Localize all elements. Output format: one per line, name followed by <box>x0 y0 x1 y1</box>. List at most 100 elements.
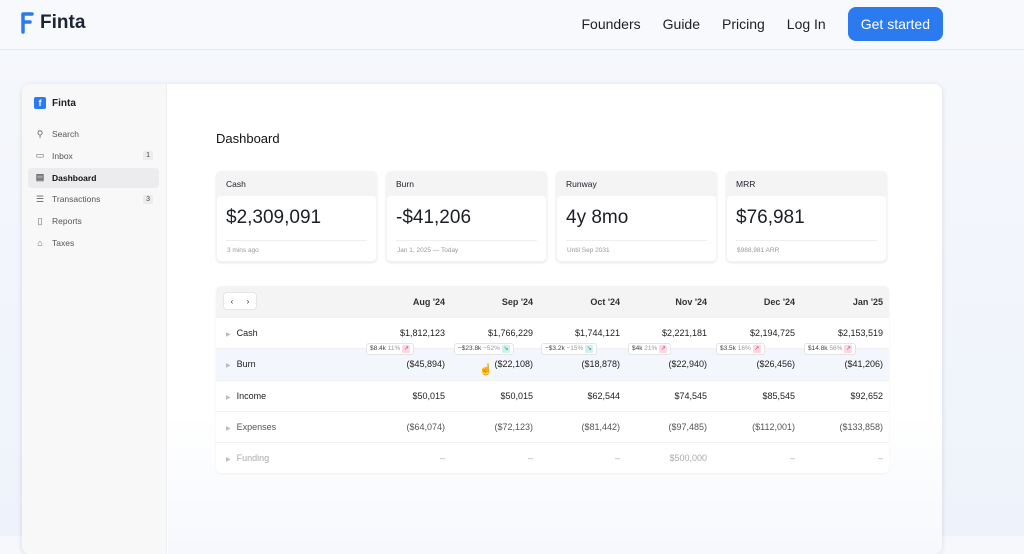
table-row-income[interactable]: ▶ Income $50,015 $50,015 $62,544 $74,545 $85,5… <box>216 379 889 411</box>
sidebar-item-dashboard[interactable]: ▤ Dashboard <box>28 167 159 188</box>
column-header: Jan '25 <box>852 297 883 307</box>
table-cell: – <box>789 453 795 464</box>
table-cell: $62,544 <box>587 390 620 401</box>
table-cell: ($18,878) <box>581 359 620 370</box>
nav-link-login[interactable]: Log In <box>786 16 826 32</box>
delta-percent: 21% <box>644 345 658 353</box>
sidebar-item-label: Inbox <box>52 150 73 161</box>
caret-right-icon[interactable]: ▶ <box>226 332 231 338</box>
table-cell: $85,545 <box>762 390 795 401</box>
chevron-right-icon[interactable]: › <box>246 296 250 306</box>
table-cell: $50,015 <box>500 390 533 401</box>
nav-link-founders[interactable]: Founders <box>581 16 641 32</box>
metric-card-runway[interactable]: Runway 4y 8mo Until Sep 2031 <box>556 171 717 262</box>
table-cell: ($64,074) <box>406 421 445 432</box>
divider <box>396 240 537 241</box>
caret-right-icon[interactable]: ▶ <box>226 394 231 401</box>
table-cell: $92,652 <box>850 390 883 401</box>
table-cell: ($26,456) <box>756 359 795 370</box>
table-row-expenses[interactable]: ▶ Expenses ($64,074) ($72,123) ($81,442) ($97… <box>216 410 889 442</box>
row-label-text: Burn <box>236 359 256 370</box>
table-cell: – <box>527 453 533 464</box>
metric-card-burn[interactable]: Burn -$41,206 Jan 1, 2025 — Today <box>386 171 547 262</box>
card-value: $76,981 <box>736 207 805 228</box>
sidebar-item-label: Transactions <box>52 194 101 205</box>
sidebar-item-inbox[interactable]: ▭ Inbox 1 <box>28 146 159 166</box>
row-label[interactable]: ▶ Income <box>226 391 266 401</box>
table-cell: ($72,123) <box>494 421 533 432</box>
table-cell: $1,744,121 <box>574 328 620 338</box>
card-title: Cash <box>226 179 246 189</box>
row-label[interactable]: ▶ Funding <box>226 453 269 463</box>
column-header: Dec '24 <box>763 297 795 307</box>
nav-link-pricing[interactable]: Pricing <box>722 16 765 32</box>
sidebar-item-search[interactable]: ⚲ Search <box>28 124 159 144</box>
table-cell: ($41,206) <box>844 359 883 370</box>
table-cell: $2,153,519 <box>837 328 883 338</box>
caret-right-icon[interactable]: ▶ <box>226 363 231 370</box>
delta-badge: $8.4k 11% ↗ <box>367 344 414 355</box>
hand-cursor-icon: ☝ <box>479 364 493 376</box>
table-cell: ($22,940) <box>668 359 707 370</box>
count-badge: 1 <box>143 151 153 161</box>
delta-amount: $14.8k <box>808 345 828 353</box>
column-header: Aug '24 <box>412 297 445 307</box>
sidebar-item-label: Taxes <box>52 237 75 248</box>
card-subtitle: 3 mins ago <box>227 247 259 254</box>
sidebar-item-reports[interactable]: ▯ Reports <box>28 211 159 231</box>
period-nav: ‹ › <box>224 293 256 309</box>
dashboard-icon: ▤ <box>35 172 45 183</box>
delta-badge: −$3.2k −15% ↘ <box>542 344 597 355</box>
table-cell: $1,812,123 <box>399 328 445 338</box>
card-body: $2,309,091 3 mins ago <box>217 196 376 261</box>
sidebar-item-transactions[interactable]: ☰ Transactions 3 <box>28 189 159 209</box>
card-value: -$41,206 <box>396 207 472 228</box>
app-preview: f Finta ⚲ Search ▭ Inbox 1 ▤ Dashboard ☰ Transact… <box>22 84 942 554</box>
sidebar-item-label: Dashboard <box>52 172 97 183</box>
row-label[interactable]: ▶ Burn <box>226 359 256 369</box>
delta-percent: 11% <box>387 345 401 353</box>
table-cell: $1,766,229 <box>487 328 533 338</box>
table-cell: ($112,001) <box>752 421 795 432</box>
card-body: -$41,206 Jan 1, 2025 — Today <box>387 196 546 261</box>
sidebar-item-taxes[interactable]: ⌂ Taxes <box>28 233 159 253</box>
delta-amount: −$23.8k <box>458 345 482 353</box>
table-row-cash[interactable]: ▶ Cash $1,812,123 $1,766,229 $1,744,121 $2,22… <box>216 317 889 348</box>
sidebar-brand: Finta <box>52 97 76 109</box>
card-subtitle: $988,981 ARR <box>737 247 780 254</box>
caret-right-icon[interactable]: ▶ <box>226 457 231 464</box>
row-label[interactable]: ▶ Cash <box>226 328 258 338</box>
metric-card-cash[interactable]: Cash $2,309,091 3 mins ago <box>216 171 377 262</box>
card-body: $76,981 $988,981 ARR <box>727 196 886 261</box>
delta-amount: $3.5k <box>720 345 736 353</box>
brand-logo[interactable]: Finta <box>20 12 85 34</box>
table-row-funding[interactable]: ▶ Funding – – – $500,000 – – <box>216 442 889 473</box>
get-started-button[interactable]: Get started <box>847 7 943 41</box>
divider <box>566 240 707 241</box>
row-label-text: Expenses <box>236 421 277 432</box>
page-title: Dashboard <box>216 131 280 146</box>
delta-badge: −$23.8k −52% ↘ <box>455 344 513 355</box>
table-cell: – <box>614 453 620 464</box>
row-label-text: Funding <box>236 453 270 464</box>
row-label[interactable]: ▶ Expenses <box>226 422 276 432</box>
delta-amount: $8.4k <box>370 345 386 353</box>
caret-right-icon[interactable]: ▶ <box>226 425 231 432</box>
monthly-table: ‹ › Aug '24 Sep '24 Oct '24 Nov '24 Dec '24 J… <box>216 286 889 473</box>
table-cell: $500,000 <box>669 453 707 464</box>
arrow-up-right-icon: ↗ <box>844 345 853 354</box>
metric-card-mrr[interactable]: MRR $76,981 $988,981 ARR <box>726 171 887 262</box>
arrow-up-right-icon: ↗ <box>659 345 668 354</box>
delta-badge: $3.5k 16% ↗ <box>717 344 764 355</box>
chevron-left-icon[interactable]: ‹ <box>230 296 234 306</box>
column-header: Sep '24 <box>501 297 533 307</box>
table-cell: ($45,894) <box>406 359 445 370</box>
delta-percent: −52% <box>483 345 500 353</box>
card-subtitle: Until Sep 2031 <box>567 247 610 254</box>
nav-link-guide[interactable]: Guide <box>662 16 700 32</box>
top-nav: Finta Founders Guide Pricing Log In Get … <box>0 0 1024 50</box>
table-cell: ($22,108) <box>494 359 533 370</box>
card-value: 4y 8mo <box>566 207 629 228</box>
delta-percent: −15% <box>566 345 584 353</box>
table-row-burn[interactable]: ▶ Burn ($45,894) ($22,108) ($18,878) ($22,940… <box>216 344 889 380</box>
